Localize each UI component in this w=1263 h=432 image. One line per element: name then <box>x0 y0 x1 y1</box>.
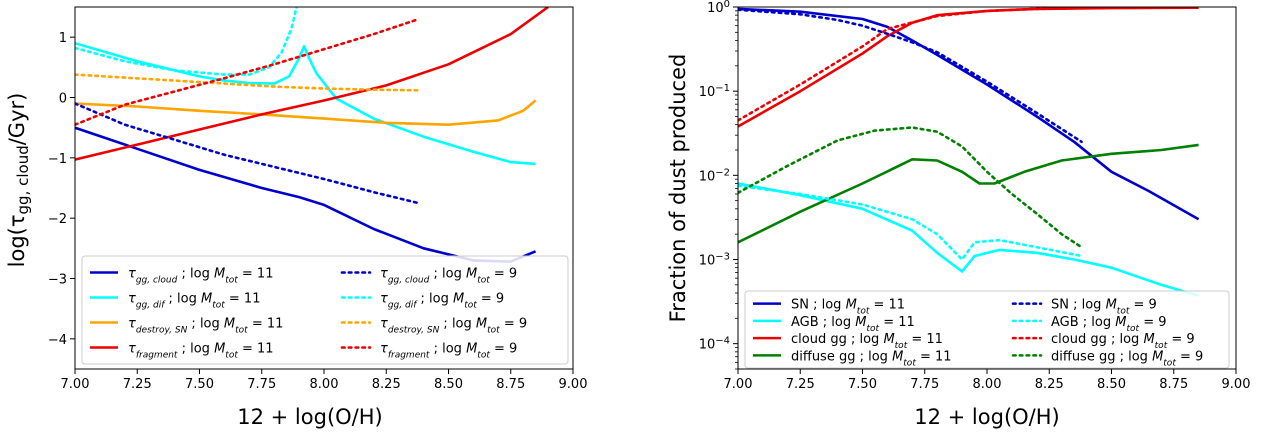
x-tick-label: 7.50 <box>848 377 877 392</box>
legend-label: cloud gg ; log Mtot = 9 <box>1051 332 1195 351</box>
series-line-6 <box>738 184 1083 261</box>
y-tick-label: 10−4 <box>699 335 730 353</box>
legend-label: SN ; log Mtot = 9 <box>1051 298 1157 317</box>
series-line-8 <box>738 126 1083 249</box>
x-tick-label: 8.75 <box>496 377 525 392</box>
y-tick-label: 1 <box>59 31 67 46</box>
legend: τgg, cloud ; log Mtot = 11 τgg, dif ; log… <box>81 255 569 365</box>
y-tick-label: 10−3 <box>699 251 730 269</box>
x-tick-label: 9.00 <box>1222 377 1251 392</box>
legend-label: diffuse gg ; log Mtot = 11 <box>791 349 952 368</box>
legend-label: τgg, cloud ; log Mtot = 11 <box>128 267 273 286</box>
y-tick-label: 10−2 <box>699 167 730 185</box>
right-y-axis-label: Fraction of dust produced <box>666 54 690 323</box>
y-tick-label: −3 <box>48 273 67 288</box>
series-line-5 <box>738 8 1083 144</box>
legend-label: cloud gg ; log Mtot = 11 <box>791 332 943 351</box>
x-tick-label: 8.50 <box>1097 377 1126 392</box>
legend-box <box>81 255 569 365</box>
left-x-axis-label: 12 + log(O/H) <box>237 405 382 429</box>
x-tick-label: 7.50 <box>185 377 214 392</box>
legend-label: AGB ; log Mtot = 11 <box>791 315 915 334</box>
legend-box <box>744 290 1230 369</box>
series-line-7 <box>75 73 420 92</box>
x-tick-label: 8.00 <box>310 377 339 392</box>
series-line-8 <box>75 17 420 126</box>
series-line-6 <box>75 7 298 76</box>
legend-label: τdestroy, SN ; log Mtot = 11 <box>128 317 283 336</box>
x-tick-label: 9.00 <box>559 377 588 392</box>
left-y-axis-label: log(τgg, cloud/Gyr) <box>5 93 32 268</box>
x-tick-label: 7.25 <box>786 377 815 392</box>
right-x-axis-label: 12 + log(O/H) <box>914 405 1059 429</box>
x-tick-label: 7.25 <box>123 377 152 392</box>
x-tick-label: 8.75 <box>1159 377 1188 392</box>
x-tick-label: 7.75 <box>910 377 939 392</box>
legend-label: τfragment ; log Mtot = 11 <box>128 342 274 361</box>
series-line-1 <box>738 7 1200 221</box>
left-chart-panel: 12 + log(O/H) log(τgg, cloud/Gyr) 7.00 7.… <box>5 6 588 429</box>
y-tick-label: 0 <box>59 92 67 107</box>
legend-label: τgg, dif ; log Mtot = 11 <box>128 292 260 311</box>
legend-label: SN ; log Mtot = 11 <box>791 298 905 317</box>
y-tick-label: −2 <box>48 212 67 227</box>
series-line-3 <box>75 99 537 126</box>
x-tick-label: 7.00 <box>724 377 753 392</box>
legend-label: diffuse gg ; log Mtot = 9 <box>1051 349 1203 368</box>
x-tick-label: 7.75 <box>247 377 276 392</box>
series-line-5 <box>75 102 420 205</box>
x-tick-label: 8.50 <box>434 377 463 392</box>
legend-label: τdestroy, SN ; log Mtot = 9 <box>380 317 527 336</box>
series-line-2 <box>75 41 536 166</box>
series-line-2 <box>738 182 1199 298</box>
y-tick-label: −4 <box>48 333 67 348</box>
legend-label: τfragment ; log Mtot = 9 <box>380 342 517 361</box>
legend-label: AGB ; log Mtot = 9 <box>1051 315 1167 334</box>
x-tick-label: 8.00 <box>973 377 1002 392</box>
x-tick-label: 8.25 <box>1035 377 1064 392</box>
legend-label: τgg, dif ; log Mtot = 9 <box>380 292 504 311</box>
x-tick-label: 7.00 <box>61 377 90 392</box>
legend-label: τgg, cloud ; log Mtot = 9 <box>380 267 517 286</box>
series-line-4 <box>75 7 549 161</box>
y-tick-label: −1 <box>48 152 67 167</box>
x-tick-label: 8.25 <box>372 377 401 392</box>
right-chart-panel: 12 + log(O/H) Fraction of dust produced … <box>666 0 1250 429</box>
series-line-4 <box>738 143 1199 244</box>
y-tick-label: 100 <box>707 0 730 16</box>
y-tick-label: 10−1 <box>699 83 730 101</box>
series-line-7 <box>738 7 1083 122</box>
